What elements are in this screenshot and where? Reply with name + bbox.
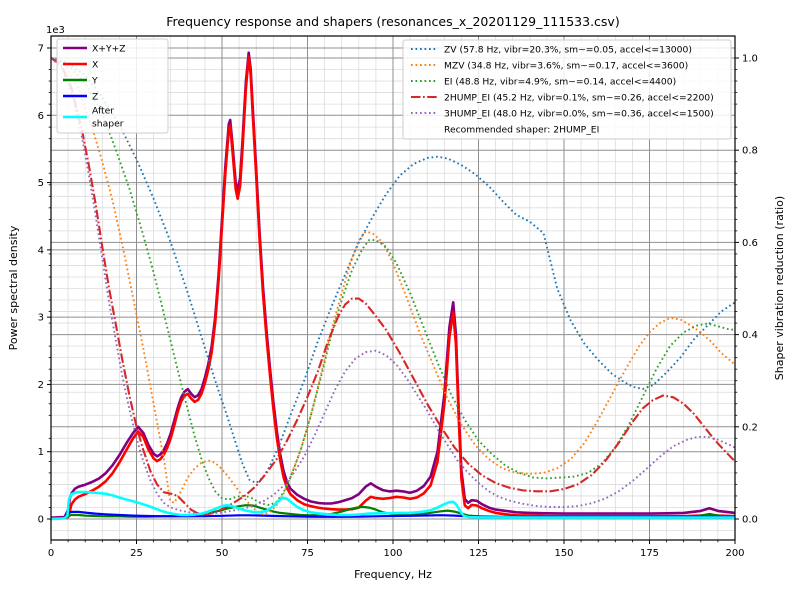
- legend-label: MZV (34.8 Hz, vibr=3.6%, sm~=0.17, accel…: [444, 60, 688, 71]
- legend-label: X: [92, 59, 98, 70]
- legend-label: 3HUMP_EI (48.0 Hz, vibr=0.0%, sm~=0.36, …: [444, 108, 714, 119]
- x-tick-label: 25: [130, 548, 143, 559]
- x-tick-label: 200: [725, 548, 744, 559]
- series-x: [50, 55, 736, 520]
- y-left-tick-label: 1: [38, 447, 44, 458]
- x-tick-label: 0: [48, 548, 54, 559]
- x-tick-label: 150: [554, 548, 573, 559]
- series-2hump-ei: [50, 57, 736, 516]
- y-right-tick-label: 1.0: [742, 54, 758, 65]
- chart-title: Frequency response and shapers (resonanc…: [166, 14, 619, 29]
- y-right-tick-label: 0.6: [742, 238, 758, 249]
- legend-left-frame: [56, 38, 169, 134]
- x-tick-label: 50: [216, 548, 229, 559]
- axis-tick-labels: 0 25 50 75 100 125 150 175 200 0 1 2 3 4 5 6 7 0.0 0.2 0.4 0…: [38, 43, 758, 559]
- y-right-tick-label: 0.4: [742, 330, 758, 341]
- y-right-axis-label: Shaper vibration reduction (ratio): [773, 196, 786, 380]
- y-left-offset-text: 1e3: [46, 25, 65, 36]
- series-mzv: [50, 57, 736, 516]
- legend-right-frame: [402, 39, 732, 140]
- legend-label: X+Y+Z: [92, 43, 126, 54]
- legend-left: X+Y+Z XYZ After shaper: [56, 38, 169, 134]
- x-tick-label: 75: [301, 548, 314, 559]
- y-left-tick-label: 0: [38, 515, 44, 526]
- legend-label: Z: [92, 91, 98, 102]
- x-tick-label: 125: [469, 548, 488, 559]
- legend-label: shaper: [92, 119, 124, 130]
- legend-label: EI (48.8 Hz, vibr=4.9%, sm~=0.14, accel<…: [444, 76, 676, 87]
- legend-right: ZV (57.8 Hz, vibr=20.3%, sm~=0.05, accel…: [402, 39, 732, 140]
- series-3hump-ei: [50, 57, 736, 515]
- y-right-tick-label: 0.8: [742, 146, 758, 157]
- y-right-tick-label: 0.0: [742, 515, 758, 526]
- series-lines: [50, 51, 736, 521]
- legend-label: ZV (57.8 Hz, vibr=20.3%, sm~=0.05, accel…: [444, 44, 692, 55]
- series-zv: [50, 57, 736, 484]
- series-ei: [50, 57, 736, 507]
- y-left-tick-label: 6: [38, 111, 44, 122]
- y-left-tick-label: 2: [38, 380, 44, 391]
- legend-label: After: [92, 106, 114, 117]
- x-axis-label: Frequency, Hz: [354, 568, 432, 581]
- x-tick-label: 175: [640, 548, 659, 559]
- x-tick-label: 100: [383, 548, 402, 559]
- legend-label: Y: [91, 75, 98, 86]
- y-left-tick-label: 4: [38, 245, 44, 256]
- y-left-tick-label: 3: [38, 313, 44, 324]
- y-left-tick-label: 7: [38, 43, 44, 54]
- y-left-axis-label: Power spectral density: [7, 225, 20, 350]
- legend-label: Recommended shaper: 2HUMP_EI: [444, 124, 599, 135]
- series-after-shaper: [50, 490, 735, 521]
- axis-ticks: [47, 47, 739, 544]
- y-left-tick-label: 5: [38, 178, 44, 189]
- y-right-tick-label: 0.2: [742, 422, 758, 433]
- legend-label: 2HUMP_EI (45.2 Hz, vibr=0.1%, sm~=0.26, …: [444, 92, 714, 103]
